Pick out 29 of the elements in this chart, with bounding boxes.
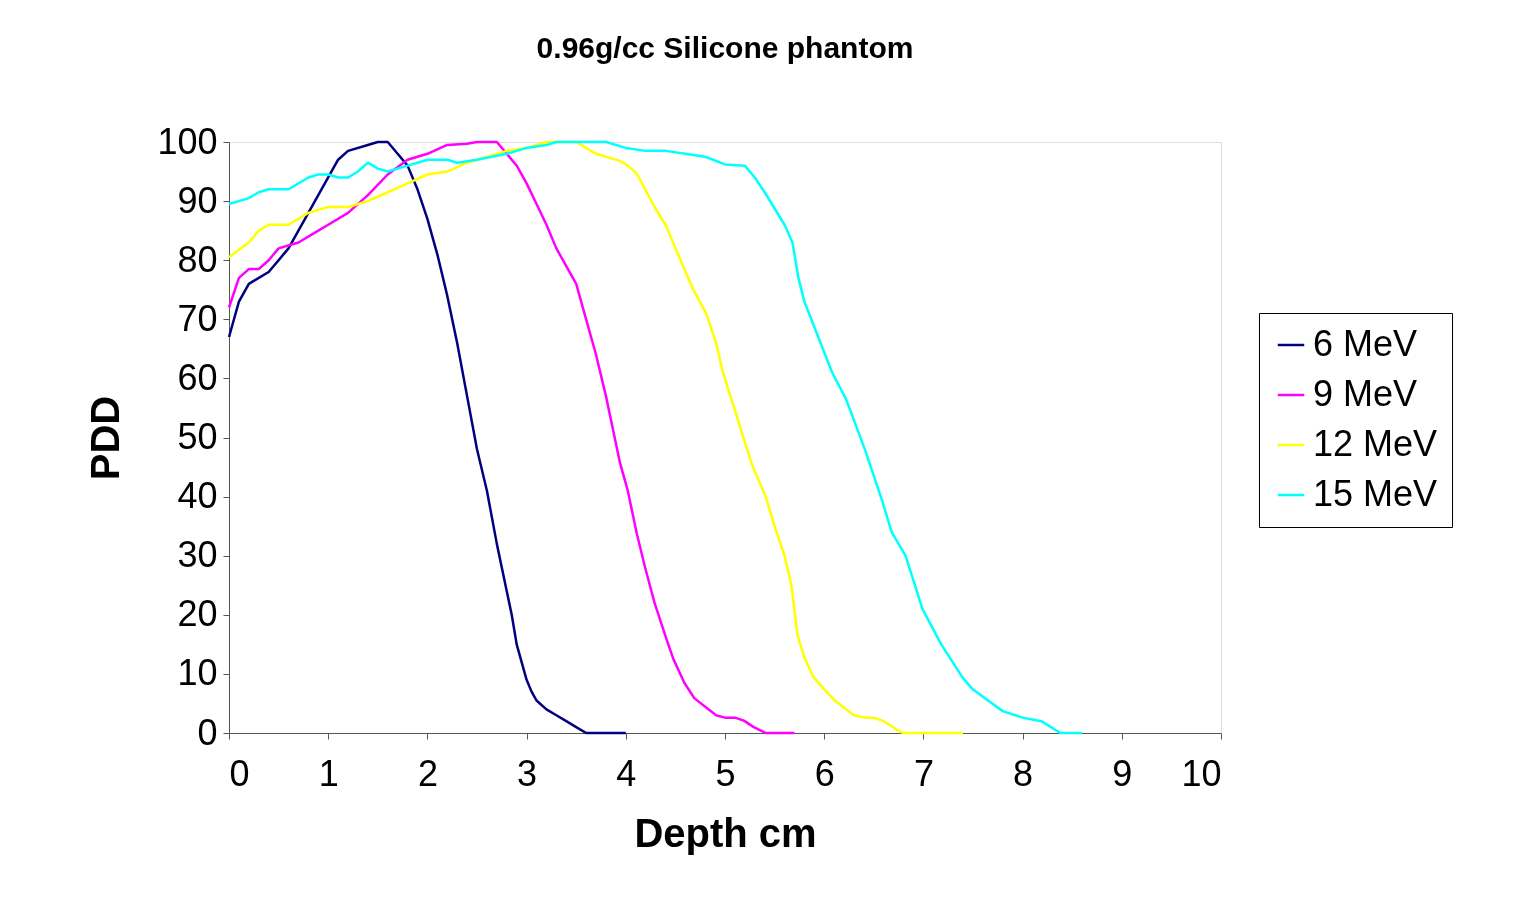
x-tick-label: 10 bbox=[1181, 752, 1222, 794]
x-tick-label: 5 bbox=[715, 752, 736, 794]
x-tick-label: 1 bbox=[318, 752, 339, 794]
chart-title: 0.96g/cc Silicone phantom bbox=[536, 31, 914, 64]
x-tick-label: 0 bbox=[229, 752, 250, 794]
x-tick-label: 3 bbox=[517, 752, 538, 794]
legend-label: 12 MeV bbox=[1313, 423, 1438, 464]
legend-label: 15 MeV bbox=[1313, 473, 1438, 514]
x-tick-label: 9 bbox=[1112, 752, 1133, 794]
x-tick-label: 7 bbox=[913, 752, 934, 794]
y-tick-label: 60 bbox=[177, 356, 218, 398]
x-tick-label: 8 bbox=[1013, 752, 1034, 794]
y-tick-label: 50 bbox=[177, 416, 218, 457]
y-tick-label: 30 bbox=[177, 534, 218, 576]
y-tick-label: 20 bbox=[177, 593, 218, 635]
x-axis-title: Depth cm bbox=[634, 810, 817, 855]
y-tick-label: 80 bbox=[177, 238, 218, 280]
x-tick-label: 4 bbox=[616, 752, 637, 794]
y-tick-label: 90 bbox=[177, 179, 218, 221]
y-axis-title: PDD bbox=[83, 395, 128, 481]
y-tick-label: 0 bbox=[197, 711, 218, 753]
x-tick-label: 6 bbox=[814, 752, 835, 794]
y-tick-label: 40 bbox=[177, 475, 218, 517]
y-tick-label: 100 bbox=[157, 120, 218, 162]
y-tick-label: 70 bbox=[177, 297, 218, 339]
y-tick-label: 10 bbox=[177, 652, 218, 694]
legend-label: 9 MeV bbox=[1313, 373, 1418, 414]
legend-label: 6 MeV bbox=[1313, 323, 1418, 364]
x-tick-label: 2 bbox=[417, 752, 438, 794]
